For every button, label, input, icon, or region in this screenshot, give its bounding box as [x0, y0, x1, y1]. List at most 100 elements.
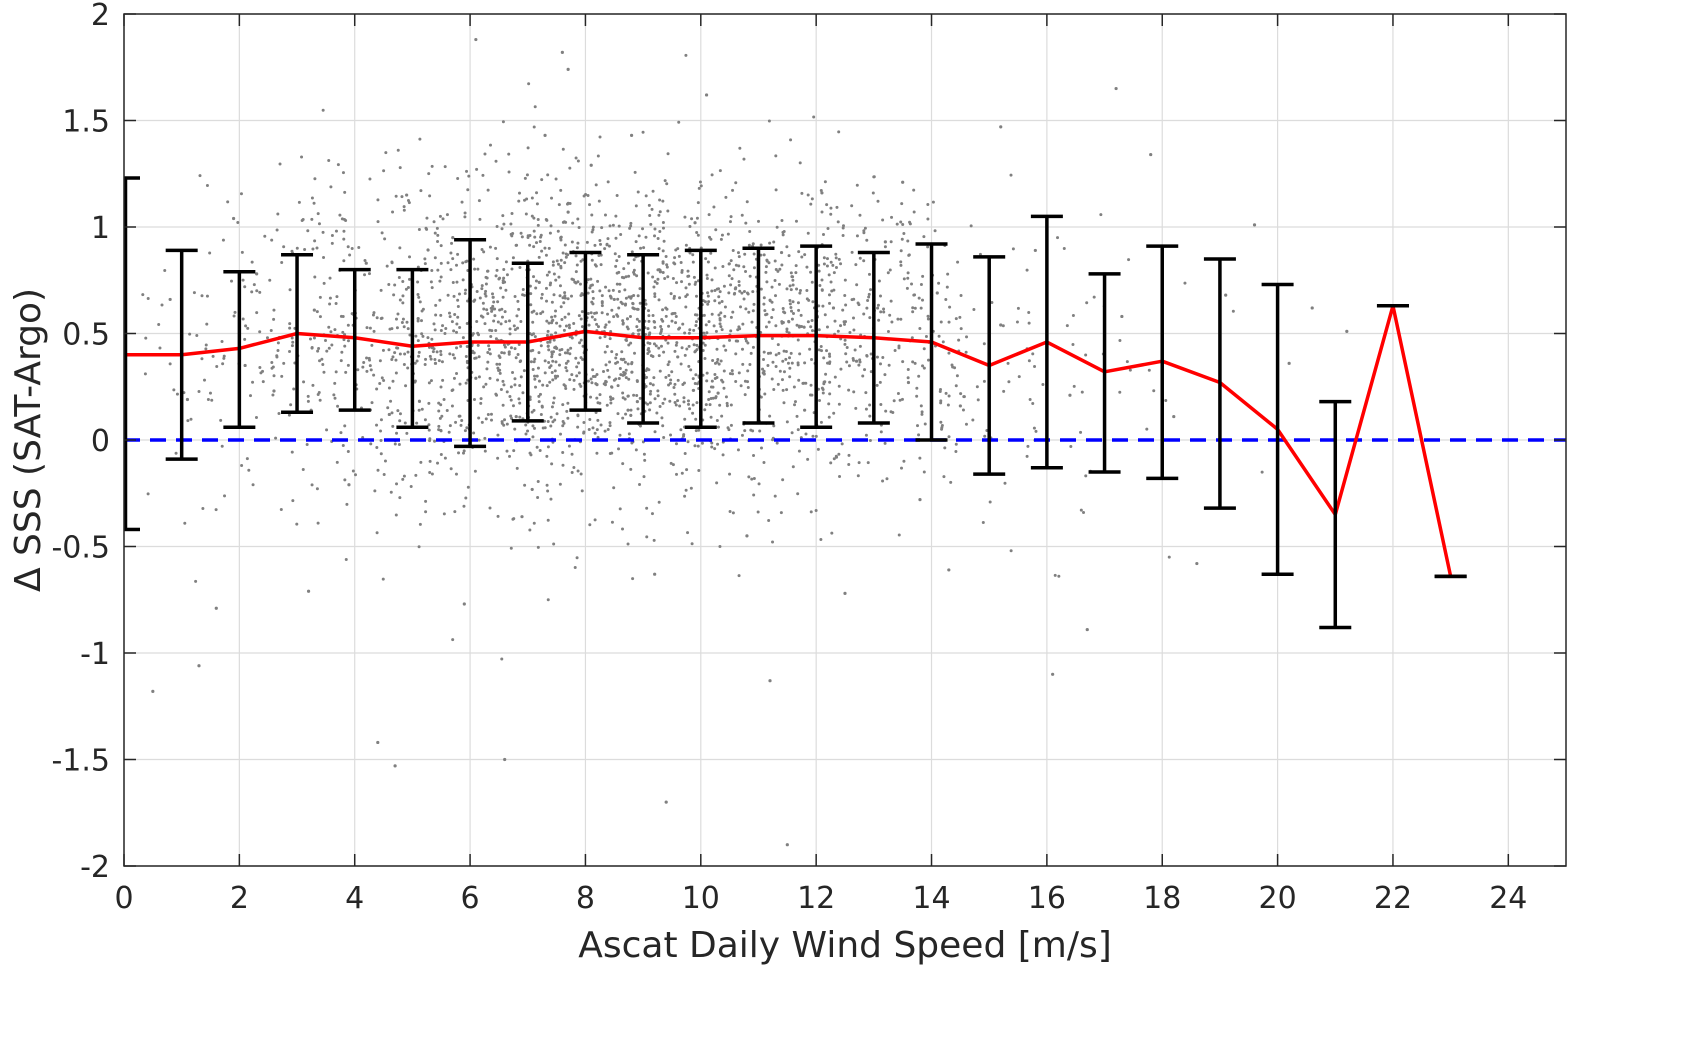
scatter-point [812, 115, 816, 119]
scatter-point [376, 740, 380, 745]
scatter-point [282, 245, 286, 249]
scatter-point [716, 425, 720, 429]
scatter-point [568, 201, 572, 205]
scatter-point [590, 213, 594, 217]
scatter-point [400, 195, 404, 199]
scatter-point [793, 403, 797, 407]
scatter-point [658, 332, 662, 336]
scatter-point [540, 178, 544, 182]
scatter-point [774, 154, 778, 158]
scatter-point [458, 414, 462, 418]
scatter-point [511, 371, 515, 375]
scatter-point [251, 483, 255, 487]
scatter-point [622, 276, 626, 280]
scatter-point [398, 166, 402, 170]
scatter-point [703, 408, 707, 412]
scatter-point [858, 256, 862, 260]
scatter-point [473, 356, 477, 360]
scatter-point [590, 315, 594, 319]
scatter-point [402, 208, 406, 212]
scatter-point [687, 344, 691, 348]
scatter-point [186, 419, 190, 423]
scatter-point [623, 303, 627, 307]
scatter-point [503, 310, 507, 314]
scatter-point [160, 303, 164, 307]
scatter-point [939, 320, 943, 324]
scatter-point [646, 402, 650, 406]
scatter-point [415, 421, 419, 425]
scatter-point [827, 293, 831, 297]
scatter-point [500, 351, 504, 355]
scatter-point [789, 351, 793, 355]
scatter-point [243, 363, 247, 368]
scatter-point [270, 360, 274, 364]
scatter-point [899, 263, 903, 267]
scatter-point [795, 414, 799, 418]
scatter-point [529, 292, 533, 296]
scatter-point [687, 364, 691, 368]
scatter-point [713, 266, 717, 270]
scatter-point [788, 356, 792, 360]
scatter-point [686, 399, 690, 403]
scatter-point [671, 463, 675, 467]
scatter-point [1069, 444, 1073, 448]
scatter-point [497, 277, 501, 281]
scatter-point [710, 289, 714, 293]
scatter-point [778, 369, 782, 373]
scatter-point [524, 423, 528, 427]
error-bar [454, 238, 487, 449]
scatter-point [511, 232, 515, 236]
scatter-point [335, 295, 339, 299]
scatter-point [833, 375, 837, 379]
scatter-point [343, 478, 347, 482]
scatter-point [219, 418, 223, 422]
scatter-point [246, 326, 250, 330]
scatter-point [695, 348, 699, 352]
scatter-point [946, 403, 950, 407]
scatter-point [718, 403, 722, 407]
scatter-point [818, 398, 822, 402]
scatter-point [647, 309, 651, 313]
scatter-point [680, 270, 684, 274]
scatter-point [667, 383, 671, 387]
scatter-point [550, 371, 554, 375]
scatter-point [818, 284, 822, 288]
scatter-point [328, 302, 332, 306]
scatter-point [336, 404, 340, 408]
scatter-point [550, 355, 554, 359]
scatter-point [913, 361, 917, 365]
scatter-point [376, 220, 380, 224]
scatter-point [924, 335, 928, 339]
scatter-point [823, 313, 827, 317]
scatter-point [322, 256, 326, 260]
scatter-point [529, 360, 533, 364]
scatter-point [443, 165, 447, 169]
scatter-point [494, 392, 498, 396]
scatter-point [879, 430, 883, 434]
scatter-point [683, 452, 687, 456]
scatter-point [258, 330, 262, 334]
scatter-point [875, 355, 879, 359]
scatter-point [653, 292, 657, 296]
error-bar [223, 269, 256, 429]
scatter-point [405, 193, 409, 197]
scatter-point [836, 329, 840, 333]
scatter-point [825, 203, 829, 207]
scatter-point [715, 375, 719, 379]
scatter-point [220, 339, 224, 343]
scatter-point [652, 538, 656, 542]
scatter-point [406, 350, 410, 354]
scatter-point [845, 360, 849, 364]
scatter-point [744, 221, 748, 225]
scatter-point [637, 332, 641, 336]
scatter-point [610, 308, 614, 312]
scatter-point [558, 353, 562, 357]
scatter-point [730, 277, 734, 281]
scatter-point [785, 420, 789, 424]
scatter-point [616, 297, 620, 301]
scatter-point [598, 336, 602, 340]
scatter-point [655, 411, 659, 415]
scatter-point [341, 443, 345, 447]
scatter-point [465, 345, 469, 349]
scatter-point [666, 275, 670, 279]
